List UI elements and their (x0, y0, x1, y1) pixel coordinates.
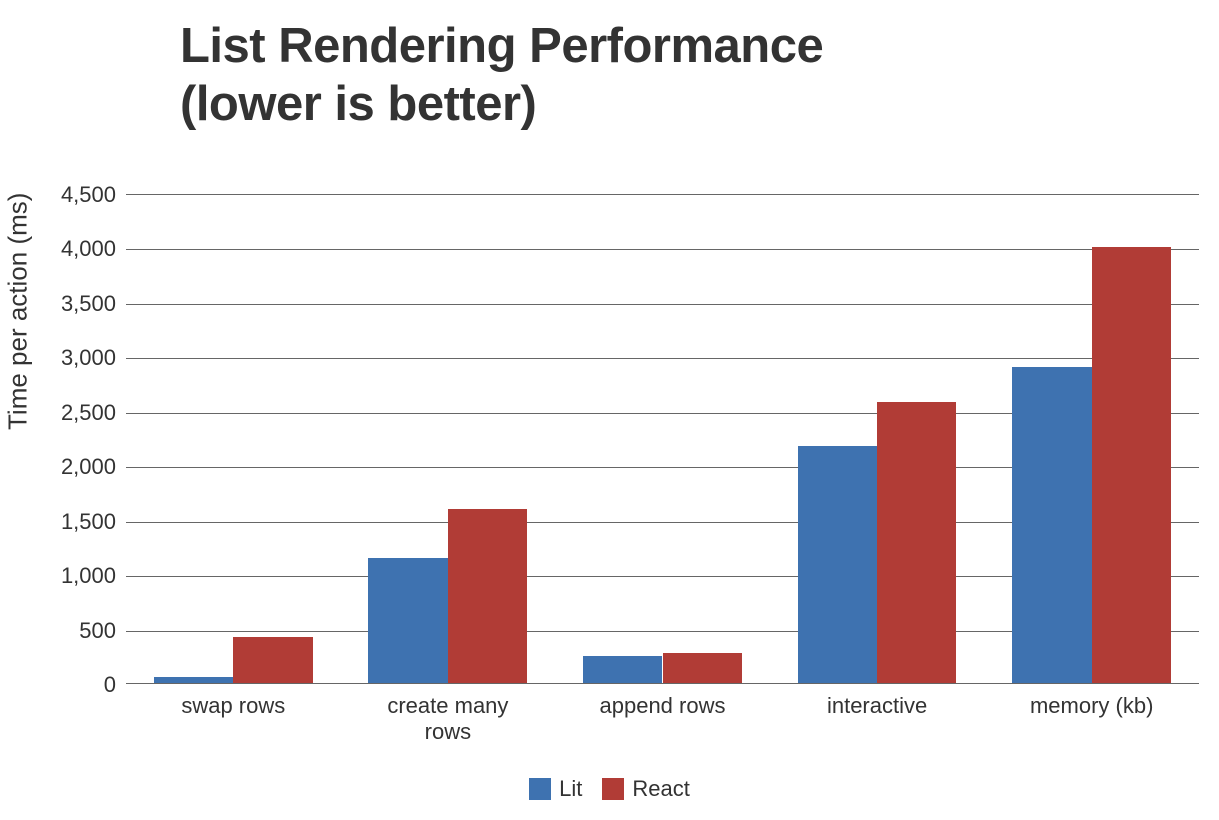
legend: Lit React (0, 776, 1219, 806)
y-tick-label: 2,500 (61, 400, 116, 426)
gridline (126, 304, 1199, 305)
legend-item-lit: Lit (529, 776, 582, 802)
chart-title: List Rendering Performance (lower is bet… (180, 18, 823, 134)
bar-lit (154, 677, 233, 683)
legend-swatch (529, 778, 551, 800)
gridline (126, 249, 1199, 250)
bar-react (877, 402, 956, 683)
bar-react (1092, 247, 1171, 683)
legend-label: Lit (559, 776, 582, 802)
bar-lit (583, 656, 662, 683)
y-axis-label: Time per action (ms) (3, 193, 34, 430)
y-tick-label: 500 (79, 618, 116, 644)
bar-react (663, 653, 742, 683)
bar-lit (368, 558, 447, 683)
bar-react (233, 637, 312, 683)
y-tick-label: 2,000 (61, 454, 116, 480)
legend-item-react: React (602, 776, 689, 802)
y-tick-label: 0 (104, 672, 116, 698)
y-tick-label: 1,000 (61, 563, 116, 589)
legend-label: React (632, 776, 689, 802)
plot-area: 05001,0001,5002,0002,5003,0003,5004,0004… (126, 194, 1199, 684)
y-tick-label: 4,500 (61, 182, 116, 208)
chart-container: List Rendering Performance (lower is bet… (0, 0, 1219, 820)
y-tick-label: 4,000 (61, 236, 116, 262)
x-tick-label: swap rows (143, 693, 323, 719)
x-tick-label: memory (kb) (1002, 693, 1182, 719)
bar-lit (798, 446, 877, 683)
y-tick-label: 1,500 (61, 509, 116, 535)
y-tick-label: 3,000 (61, 345, 116, 371)
gridline (126, 358, 1199, 359)
x-tick-label: interactive (787, 693, 967, 719)
legend-swatch (602, 778, 624, 800)
chart-title-line1: List Rendering Performance (180, 19, 823, 73)
x-tick-label: append rows (573, 693, 753, 719)
y-tick-label: 3,500 (61, 291, 116, 317)
bar-lit (1012, 367, 1091, 683)
bar-react (448, 509, 527, 683)
x-tick-label: create many rows (358, 693, 538, 746)
chart-title-line2: (lower is better) (180, 77, 536, 131)
